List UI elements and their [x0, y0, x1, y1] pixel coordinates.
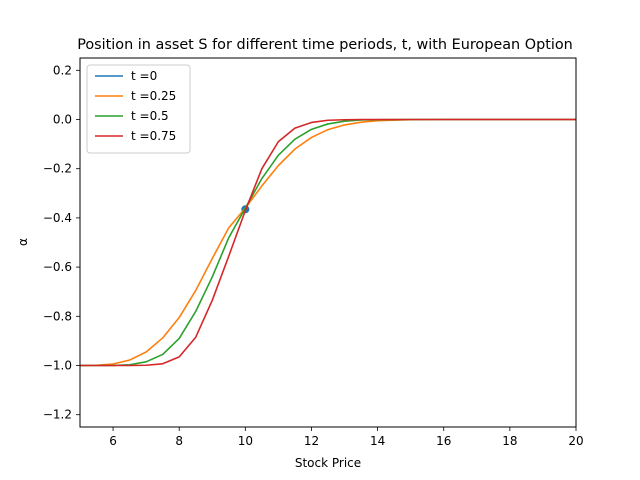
plot-frame — [79, 57, 577, 428]
x-tick-label: 12 — [304, 434, 319, 448]
x-axis: 6 8 10 12 14 16 18 20 — [109, 427, 584, 448]
legend: t =0 t =0.25 t =0.5 t =0.75 — [86, 64, 191, 154]
x-tick-label: 10 — [238, 434, 253, 448]
legend-label: t =0.5 — [131, 109, 169, 123]
y-axis-label: α — [16, 238, 30, 246]
y-tick-label: 0.0 — [53, 113, 72, 127]
y-tick-label: −0.4 — [43, 211, 72, 225]
y-axis: −1.2 −1.0 −0.8 −0.6 −0.4 −0.2 0.0 0.2 — [43, 63, 80, 422]
legend-label: t =0.25 — [131, 89, 176, 103]
legend-label: t =0 — [131, 69, 157, 83]
y-tick-label: −0.6 — [43, 260, 72, 274]
series-line-3 — [80, 118, 576, 367]
y-tick-label: −1.0 — [43, 359, 72, 373]
plot-area — [79, 57, 577, 428]
y-tick-label: −0.8 — [43, 309, 72, 323]
x-tick-label: 18 — [502, 434, 517, 448]
y-tick-label: −1.2 — [43, 408, 72, 422]
series-line-1 — [80, 118, 576, 367]
legend-box — [86, 64, 191, 154]
chart-title: Position in asset S for different time p… — [77, 37, 573, 53]
series-line-2 — [80, 118, 576, 367]
x-tick-label: 16 — [436, 434, 451, 448]
y-tick-label: −0.2 — [43, 162, 72, 176]
x-axis-label: Stock Price — [295, 456, 361, 470]
x-tick-label: 6 — [109, 434, 117, 448]
x-tick-label: 20 — [568, 434, 583, 448]
x-tick-label: 8 — [175, 434, 183, 448]
x-tick-label: 14 — [370, 434, 385, 448]
y-tick-label: 0.2 — [53, 63, 72, 77]
legend-label: t =0.75 — [131, 129, 176, 143]
